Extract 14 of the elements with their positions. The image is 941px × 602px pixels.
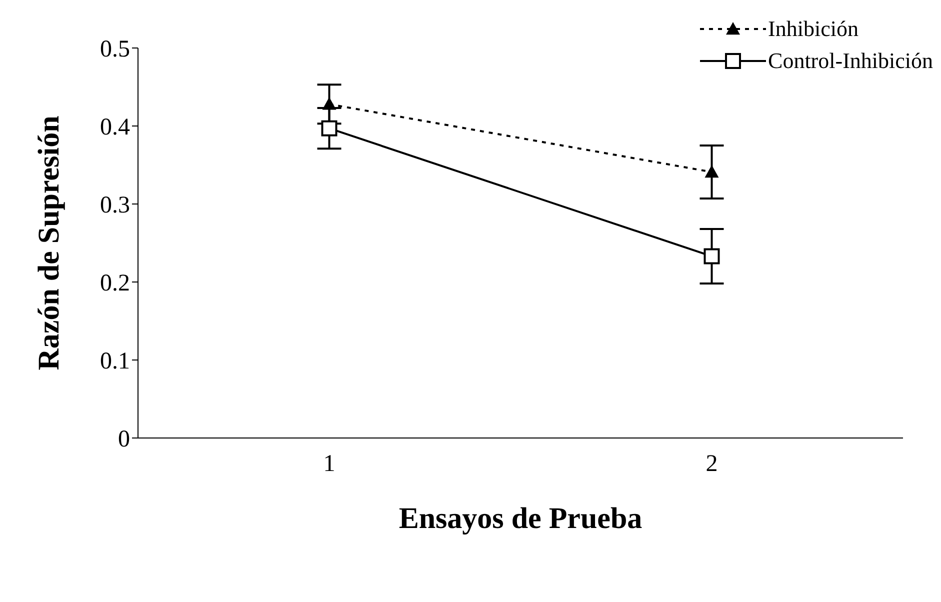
y-tick-label: 0.2 xyxy=(100,270,130,297)
legend-label: Control-Inhibición xyxy=(768,48,933,74)
y-tick-label: 0.5 xyxy=(100,36,130,63)
point xyxy=(321,120,338,136)
y-axis-title: Razón de Supresión xyxy=(32,115,66,370)
x-tick-label: 1 xyxy=(323,451,336,478)
x-tick-label: 2 xyxy=(706,451,718,478)
point xyxy=(704,248,720,264)
y-tick-label: 0.4 xyxy=(100,114,130,141)
y-tick-label: 0 xyxy=(118,426,130,453)
x-axis-title: Ensayos de Prueba xyxy=(398,502,642,535)
y-tick-label: 0.1 xyxy=(100,348,130,375)
y-tick-label: 0.3 xyxy=(100,192,130,219)
legend-label: Inhibición xyxy=(768,16,858,42)
